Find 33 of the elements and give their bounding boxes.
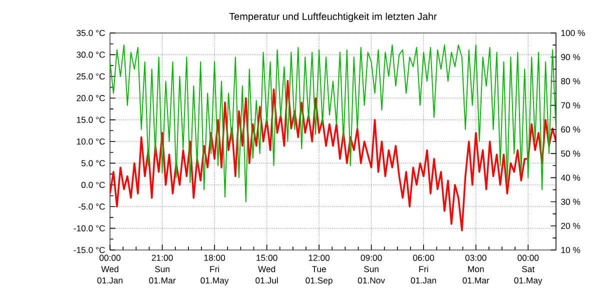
x-tick-label: 12:00 Tue 01.Sep bbox=[306, 254, 332, 286]
y-tick-label: 0.0 °C bbox=[81, 182, 105, 188]
y-tick-label: -15.0 °C bbox=[74, 246, 105, 254]
x-tick-label: 15:00 Wed 01.Jul bbox=[256, 254, 278, 284]
x-tick-label: 18:00 Fri 01.May bbox=[200, 254, 229, 286]
y2-tick-label: 60 % bbox=[561, 126, 580, 133]
y-tick-label: -5.0 °C bbox=[78, 204, 105, 210]
y2-tick-label: 40 % bbox=[560, 174, 580, 181]
y2-tick-label: 50 % bbox=[561, 150, 580, 157]
line-series bbox=[110, 80, 556, 232]
chart-title: Temperatur und Luftfeuchtigkeit im letzten Jahr bbox=[229, 12, 437, 22]
x-tick-label: 06:00 Fri 01.Jan bbox=[410, 254, 436, 284]
y-tick-label: 30.0 °C bbox=[76, 52, 105, 58]
line-series bbox=[110, 44, 556, 202]
x-tick-label: 00:00 Wed 01.Jan bbox=[97, 254, 122, 284]
x-tick-label: 03:00 Mon 01.Mar bbox=[462, 254, 490, 284]
y2-tick-label: 70 % bbox=[561, 102, 580, 108]
y-tick-label: 5.0 °C bbox=[81, 160, 105, 166]
y-tick-label: 15.0 °C bbox=[76, 116, 105, 123]
x-tick-label: 09:00 Sun 01.Nov bbox=[358, 254, 386, 284]
y2-tick-label: 100 % bbox=[561, 30, 585, 36]
y2-tick-label: 90 % bbox=[561, 54, 580, 60]
y2-tick-label: 10 % bbox=[561, 246, 580, 254]
x-tick-label: 00:00 Sat 01.May bbox=[514, 254, 542, 286]
y2-tick-label: 20 % bbox=[561, 222, 580, 229]
y-tick-label: 25.0 °C bbox=[76, 73, 105, 80]
y-tick-label: 20.0 °C bbox=[76, 95, 105, 102]
y2-tick-label: 80 % bbox=[561, 78, 580, 84]
y-tick-label: 35.0 °C bbox=[76, 30, 105, 36]
y-tick-label: 10.0 °C bbox=[76, 138, 105, 145]
y-tick-label: -10.0 °C bbox=[74, 225, 105, 232]
y2-tick-label: 30 % bbox=[561, 198, 580, 205]
x-tick-label: 21:00 Sun 01.Mar bbox=[149, 254, 176, 284]
